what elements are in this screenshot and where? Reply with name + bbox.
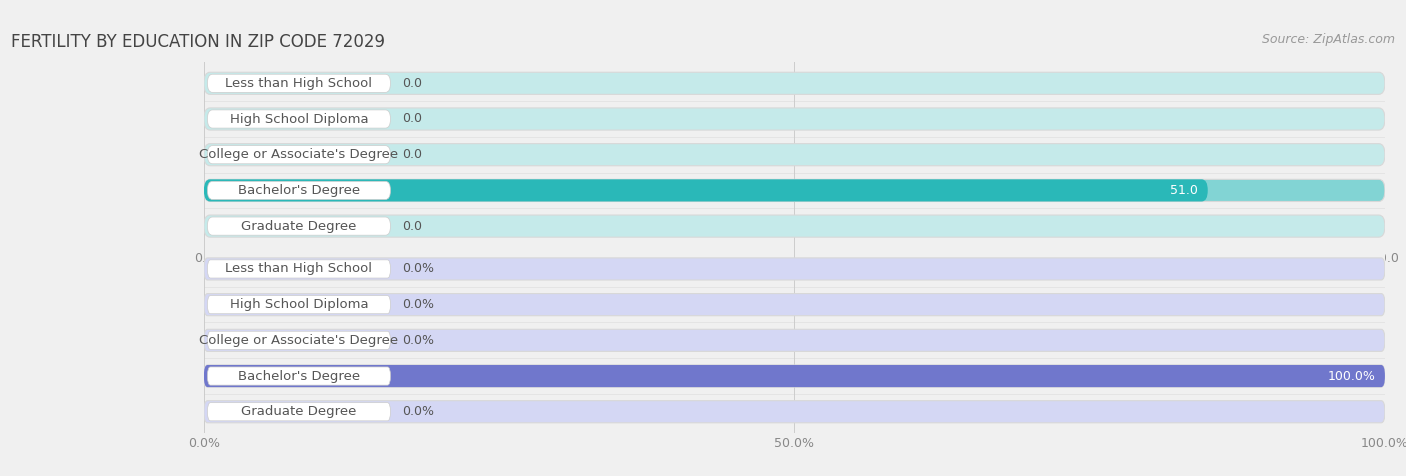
- Text: Bachelor's Degree: Bachelor's Degree: [238, 184, 360, 197]
- FancyBboxPatch shape: [204, 108, 1385, 130]
- FancyBboxPatch shape: [204, 258, 1385, 280]
- Text: 0.0: 0.0: [402, 112, 422, 126]
- FancyBboxPatch shape: [208, 260, 391, 278]
- FancyBboxPatch shape: [208, 146, 391, 164]
- FancyBboxPatch shape: [208, 403, 391, 421]
- Text: College or Associate's Degree: College or Associate's Degree: [200, 334, 398, 347]
- FancyBboxPatch shape: [204, 401, 1385, 423]
- Text: 0.0: 0.0: [402, 148, 422, 161]
- FancyBboxPatch shape: [204, 329, 1385, 351]
- FancyBboxPatch shape: [208, 217, 391, 235]
- Text: FERTILITY BY EDUCATION IN ZIP CODE 72029: FERTILITY BY EDUCATION IN ZIP CODE 72029: [11, 33, 385, 51]
- FancyBboxPatch shape: [208, 181, 391, 199]
- FancyBboxPatch shape: [208, 331, 391, 349]
- Text: High School Diploma: High School Diploma: [229, 298, 368, 311]
- Text: 0.0: 0.0: [402, 219, 422, 233]
- Text: 51.0: 51.0: [1170, 184, 1198, 197]
- Text: 0.0: 0.0: [402, 77, 422, 90]
- FancyBboxPatch shape: [204, 365, 1385, 387]
- FancyBboxPatch shape: [204, 72, 1385, 94]
- Text: Bachelor's Degree: Bachelor's Degree: [238, 369, 360, 383]
- Text: College or Associate's Degree: College or Associate's Degree: [200, 148, 398, 161]
- Text: 0.0%: 0.0%: [402, 262, 434, 276]
- FancyBboxPatch shape: [204, 215, 1385, 237]
- Text: 100.0%: 100.0%: [1327, 369, 1375, 383]
- Text: 0.0%: 0.0%: [402, 334, 434, 347]
- Text: Less than High School: Less than High School: [225, 262, 373, 276]
- Text: 0.0%: 0.0%: [402, 405, 434, 418]
- Text: Graduate Degree: Graduate Degree: [242, 219, 357, 233]
- FancyBboxPatch shape: [204, 144, 1385, 166]
- Text: Graduate Degree: Graduate Degree: [242, 405, 357, 418]
- FancyBboxPatch shape: [208, 296, 391, 314]
- FancyBboxPatch shape: [204, 179, 1385, 201]
- FancyBboxPatch shape: [208, 110, 391, 128]
- Text: High School Diploma: High School Diploma: [229, 112, 368, 126]
- Text: 0.0%: 0.0%: [402, 298, 434, 311]
- Text: Less than High School: Less than High School: [225, 77, 373, 90]
- Text: Source: ZipAtlas.com: Source: ZipAtlas.com: [1261, 33, 1395, 46]
- FancyBboxPatch shape: [208, 74, 391, 92]
- FancyBboxPatch shape: [204, 179, 1208, 201]
- FancyBboxPatch shape: [204, 294, 1385, 316]
- FancyBboxPatch shape: [208, 367, 391, 385]
- FancyBboxPatch shape: [204, 365, 1385, 387]
